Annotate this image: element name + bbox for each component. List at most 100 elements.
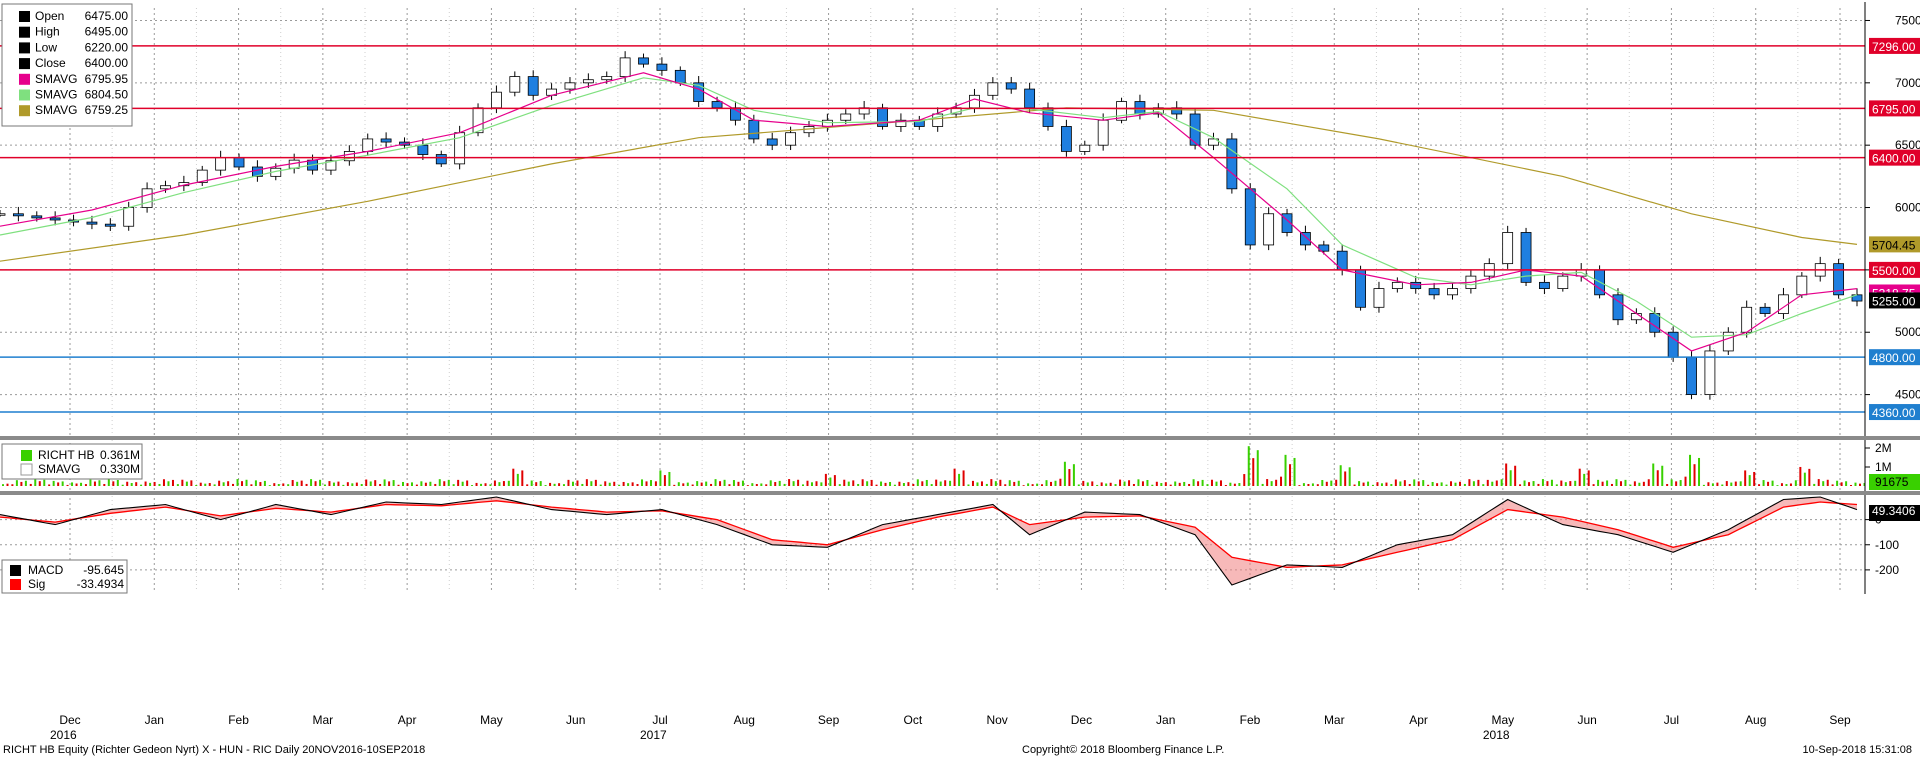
volume-bar xyxy=(1597,479,1600,486)
volume-bar xyxy=(1477,479,1480,486)
candle-down xyxy=(1281,213,1293,233)
price-tick-label: 4500 xyxy=(1895,388,1920,402)
volume-bar xyxy=(190,480,193,486)
volume-bar xyxy=(994,481,997,486)
volume-bar xyxy=(1358,481,1361,486)
value-tag-label: 5255.00 xyxy=(1872,294,1916,308)
volume-bar xyxy=(447,479,450,486)
volume-bar xyxy=(222,482,225,486)
volume-bar xyxy=(1178,482,1181,486)
volume-bar xyxy=(1201,479,1204,486)
volume-bar xyxy=(484,483,487,486)
level-tag-label: 7296.00 xyxy=(1872,40,1916,54)
volume-tag xyxy=(1869,474,1920,490)
volume-bar xyxy=(714,479,717,486)
volume-bar xyxy=(1587,470,1590,486)
volume-bar xyxy=(71,482,74,486)
volume-bar xyxy=(1670,479,1673,486)
volume-bar xyxy=(1206,484,1209,486)
volume-bar xyxy=(866,481,869,486)
volume-bar xyxy=(1192,479,1195,486)
volume-bar xyxy=(1711,483,1714,486)
volume-bar xyxy=(1725,481,1728,486)
volume-bar xyxy=(921,481,924,486)
volume-bar xyxy=(1155,481,1158,486)
volume-bar xyxy=(126,481,129,486)
candle-down xyxy=(1759,306,1771,314)
month-label: Mar xyxy=(1324,713,1345,727)
candle-up xyxy=(362,138,374,152)
volume-bar xyxy=(1307,483,1310,486)
value-tag xyxy=(1869,236,1920,253)
volume-bar xyxy=(1767,481,1770,486)
volume-bar xyxy=(1730,482,1733,486)
volume-bar xyxy=(801,484,804,486)
volume-bar xyxy=(741,480,744,486)
volume-bar xyxy=(24,480,27,486)
candle-up xyxy=(969,94,980,109)
volume-bar xyxy=(305,483,308,486)
candle-up xyxy=(343,151,355,162)
volume-bar xyxy=(1132,483,1135,486)
volume-bar xyxy=(1615,479,1618,486)
candle-up xyxy=(325,160,337,171)
volume-bar xyxy=(1633,481,1636,486)
month-label: Oct xyxy=(904,713,923,727)
volume-bar xyxy=(461,481,464,486)
volume-bar xyxy=(544,485,547,486)
volume-bar xyxy=(608,482,611,486)
volume-bar xyxy=(379,484,382,486)
volume-bar xyxy=(43,479,46,486)
volume-bar xyxy=(1789,483,1792,486)
volume-bar xyxy=(153,481,156,486)
volume-bar xyxy=(61,481,64,486)
price-tick-label: 6000 xyxy=(1895,201,1920,215)
volume-bar xyxy=(553,483,556,486)
month-label: Sep xyxy=(1829,713,1851,727)
volume-bar xyxy=(1583,473,1586,486)
month-label: May xyxy=(1492,713,1515,727)
volume-bar xyxy=(627,483,630,486)
level-tag xyxy=(1869,100,1920,117)
volume-bar xyxy=(158,483,161,486)
legend-value: 0.361M xyxy=(100,448,140,462)
volume-bar xyxy=(1045,480,1048,486)
volume-bar xyxy=(1661,465,1664,486)
volume-bar xyxy=(893,484,896,486)
price-legend: Open 6475.00 High 6495.00 Low 6220.00 Close 640… xyxy=(1,3,133,127)
volume-bar xyxy=(618,484,621,486)
legend-value: 6495.00 xyxy=(85,25,129,39)
candle-up xyxy=(1722,331,1734,352)
candle-up xyxy=(932,113,944,127)
volume-bar xyxy=(429,481,432,486)
volume-bar xyxy=(1776,485,1779,486)
legend-label: Low xyxy=(35,40,57,54)
volume-bar xyxy=(1008,480,1011,486)
volume-bar xyxy=(1275,479,1278,486)
volume-bar xyxy=(1440,482,1443,486)
volume-bar xyxy=(1463,483,1466,486)
volume-bar xyxy=(176,484,179,486)
volume-bar xyxy=(1822,481,1825,486)
volume-bar xyxy=(884,482,887,486)
volume-bar xyxy=(958,473,961,486)
volume-bar xyxy=(1707,482,1710,486)
volume-bar xyxy=(1652,463,1655,486)
volume-bar xyxy=(567,479,570,486)
volume-bar xyxy=(1284,454,1287,486)
volume-bar xyxy=(218,480,221,486)
volume-bar xyxy=(204,483,207,486)
sma-pink-line xyxy=(0,72,1858,352)
volume-bar xyxy=(1063,461,1066,486)
volume-bar xyxy=(558,483,561,486)
volume-bar xyxy=(1601,481,1604,486)
candle-up xyxy=(1557,275,1569,289)
volume-bar xyxy=(346,482,349,486)
candle-down xyxy=(1355,269,1366,308)
volume-bar xyxy=(806,480,809,486)
volume-bar xyxy=(1505,463,1508,486)
volume-bar xyxy=(976,482,979,486)
volume-bar xyxy=(1519,484,1522,486)
volume-bar xyxy=(480,483,483,486)
legend-value: 6220.00 xyxy=(85,40,129,54)
